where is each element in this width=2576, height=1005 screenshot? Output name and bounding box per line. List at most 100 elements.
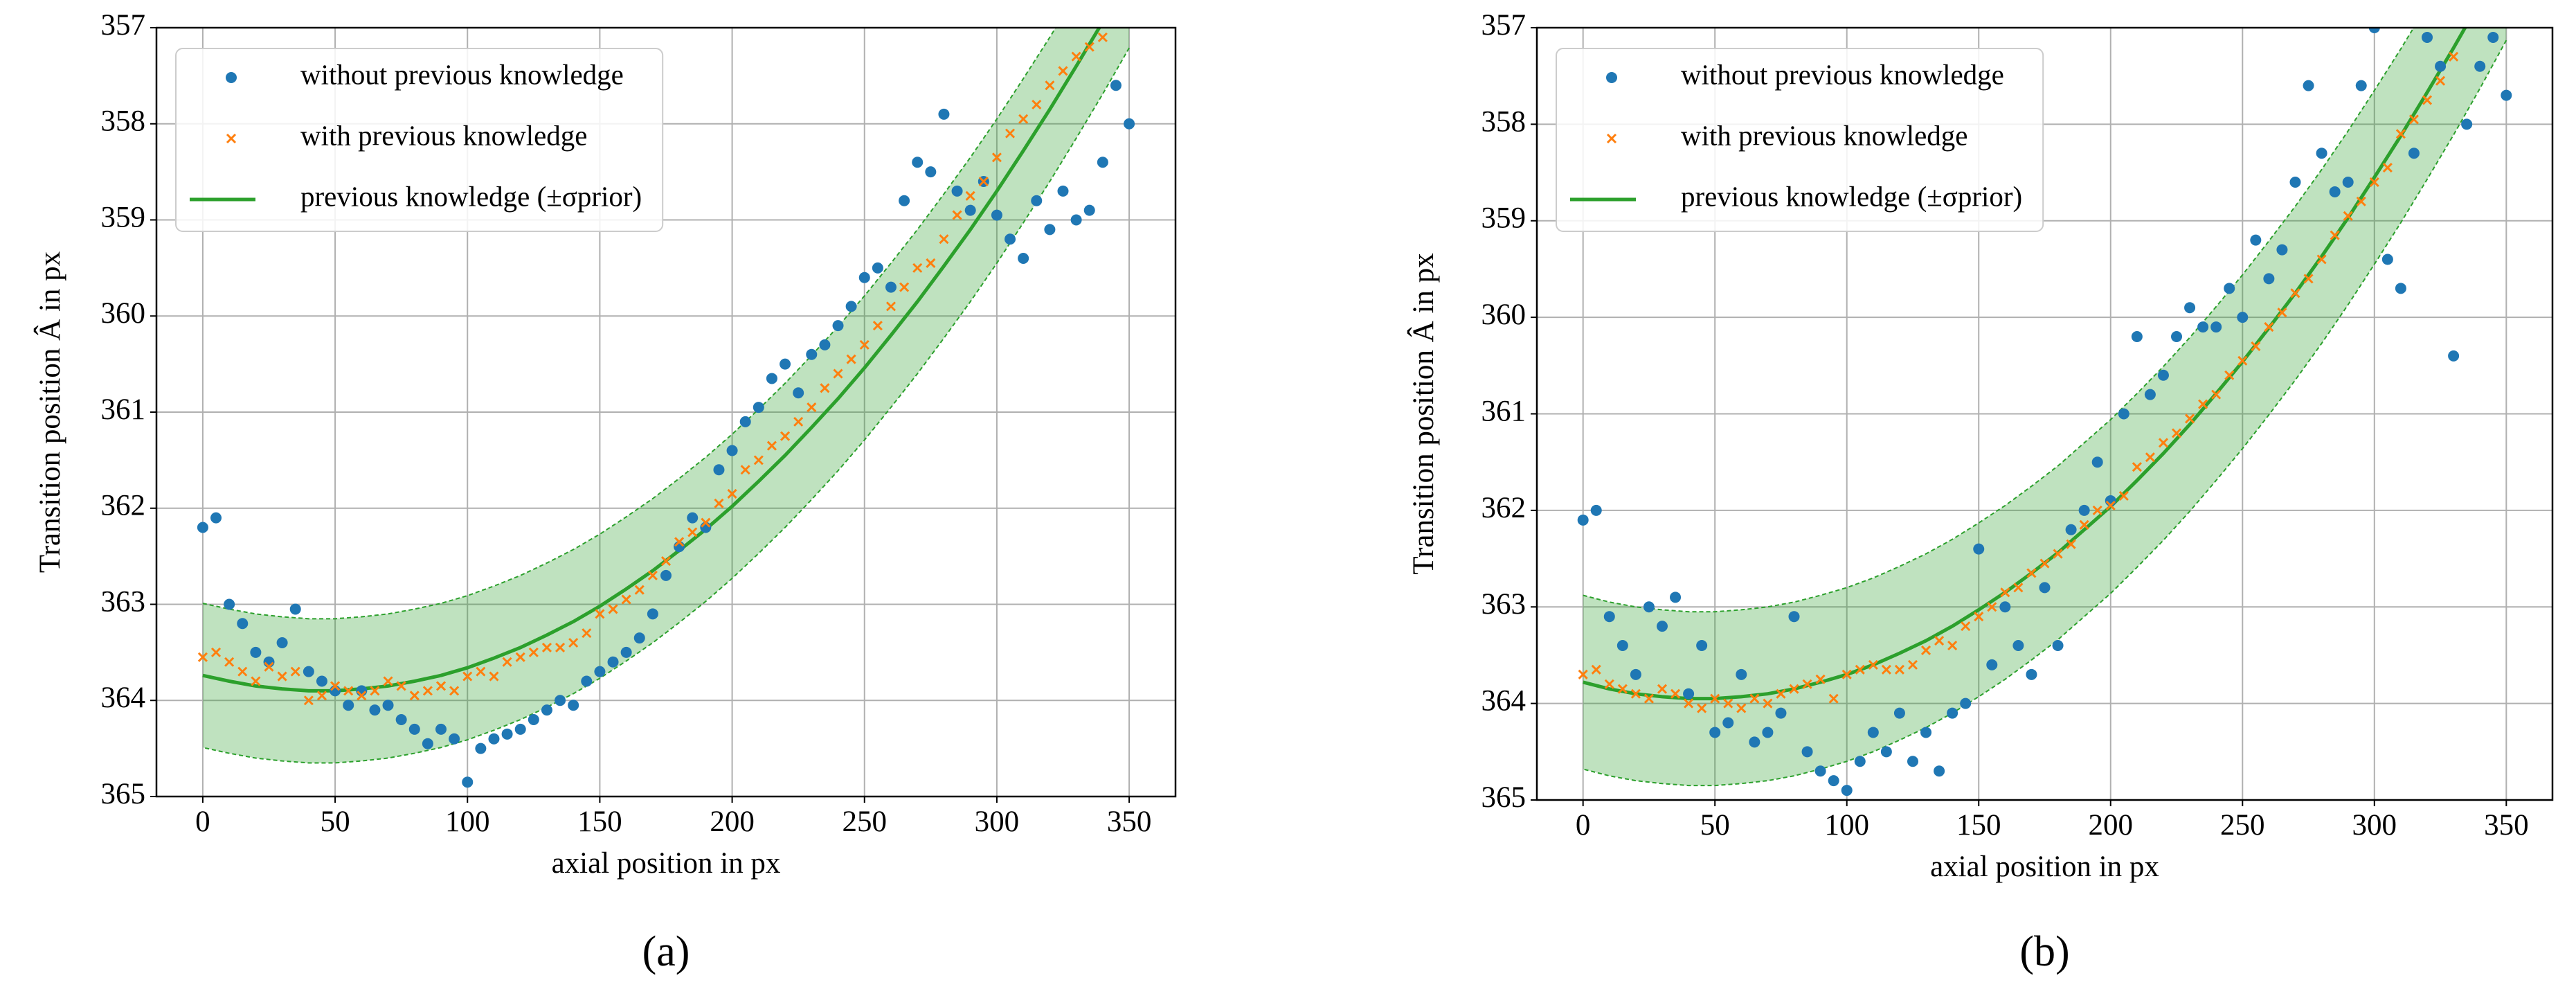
point	[793, 387, 804, 399]
point	[753, 402, 764, 413]
band-edge	[1583, 28, 2415, 613]
point	[2303, 274, 2314, 284]
point	[2316, 148, 2327, 159]
point	[276, 637, 288, 648]
x-tick-label: 150	[577, 806, 622, 838]
point	[1907, 659, 1918, 670]
point	[501, 728, 513, 740]
point	[2145, 452, 2155, 463]
point	[264, 661, 274, 672]
point	[1788, 611, 1800, 623]
point	[2501, 89, 2512, 101]
point	[2408, 148, 2420, 159]
point	[396, 681, 406, 691]
x-tick-label: 50	[321, 806, 350, 838]
point	[1683, 688, 1695, 700]
caption: (b)	[2019, 928, 2069, 975]
point	[568, 700, 579, 711]
point	[595, 609, 605, 619]
point	[2329, 186, 2341, 197]
point	[1057, 185, 1069, 197]
point	[1083, 204, 1095, 216]
point	[197, 522, 208, 533]
point	[806, 348, 818, 360]
point	[872, 321, 883, 331]
point	[2356, 196, 2366, 206]
point	[2368, 28, 2380, 33]
point	[978, 176, 989, 187]
point	[2118, 490, 2129, 501]
point	[885, 281, 897, 293]
x-tick-label: 300	[2352, 809, 2397, 842]
point	[2343, 211, 2353, 221]
point	[2053, 549, 2063, 559]
point	[925, 166, 937, 178]
point	[634, 585, 645, 595]
point	[1801, 746, 1813, 758]
point	[1709, 727, 1721, 738]
point	[2237, 312, 2249, 323]
legend: without previous knowledge with previous …	[175, 48, 664, 232]
y-tick-label: 357	[1481, 9, 1526, 42]
point	[2210, 321, 2222, 333]
point	[462, 671, 473, 682]
point	[1630, 688, 1641, 699]
point	[1031, 195, 1043, 206]
point	[832, 320, 844, 332]
point	[1880, 746, 1892, 758]
point	[726, 445, 738, 456]
point	[766, 441, 777, 451]
band-edge	[202, 47, 1130, 764]
point	[952, 210, 962, 220]
point	[701, 517, 711, 528]
point	[1814, 765, 1826, 777]
point	[1776, 688, 1786, 699]
point	[449, 733, 460, 745]
x-tick-label: 250	[2220, 809, 2265, 842]
point	[859, 339, 870, 350]
point	[210, 647, 222, 657]
point	[991, 152, 1002, 163]
point	[2355, 80, 2367, 91]
point	[2264, 322, 2274, 332]
point	[2105, 500, 2116, 510]
point	[899, 282, 910, 292]
point	[1071, 51, 1081, 62]
point	[1005, 233, 1016, 245]
point	[1828, 775, 1839, 787]
point	[727, 488, 737, 499]
point	[2079, 519, 2089, 530]
point	[964, 204, 976, 216]
point	[1670, 688, 1681, 699]
band-edge	[202, 28, 1057, 620]
point	[582, 628, 592, 639]
point	[408, 723, 420, 735]
y-tick-label: 365	[1481, 781, 1526, 814]
point	[2382, 163, 2393, 173]
point	[1643, 601, 1655, 613]
point	[1854, 756, 1866, 767]
point	[528, 647, 539, 657]
point	[1881, 664, 1891, 675]
point	[740, 465, 750, 475]
point	[462, 776, 474, 788]
point	[780, 431, 791, 441]
point	[1684, 698, 1694, 709]
point	[2184, 302, 2196, 314]
point	[1841, 785, 1853, 797]
point	[435, 681, 447, 691]
point	[607, 656, 619, 668]
point	[303, 666, 314, 677]
y-tick-label: 363	[101, 585, 146, 618]
point	[2316, 254, 2327, 265]
point	[383, 676, 393, 686]
point	[1710, 693, 1720, 704]
legend-label: without previous knowledge	[300, 58, 624, 90]
point	[2171, 428, 2182, 438]
point	[2039, 582, 2051, 594]
point	[224, 598, 235, 610]
point	[1616, 640, 1628, 651]
point	[633, 632, 645, 644]
point	[926, 258, 936, 268]
